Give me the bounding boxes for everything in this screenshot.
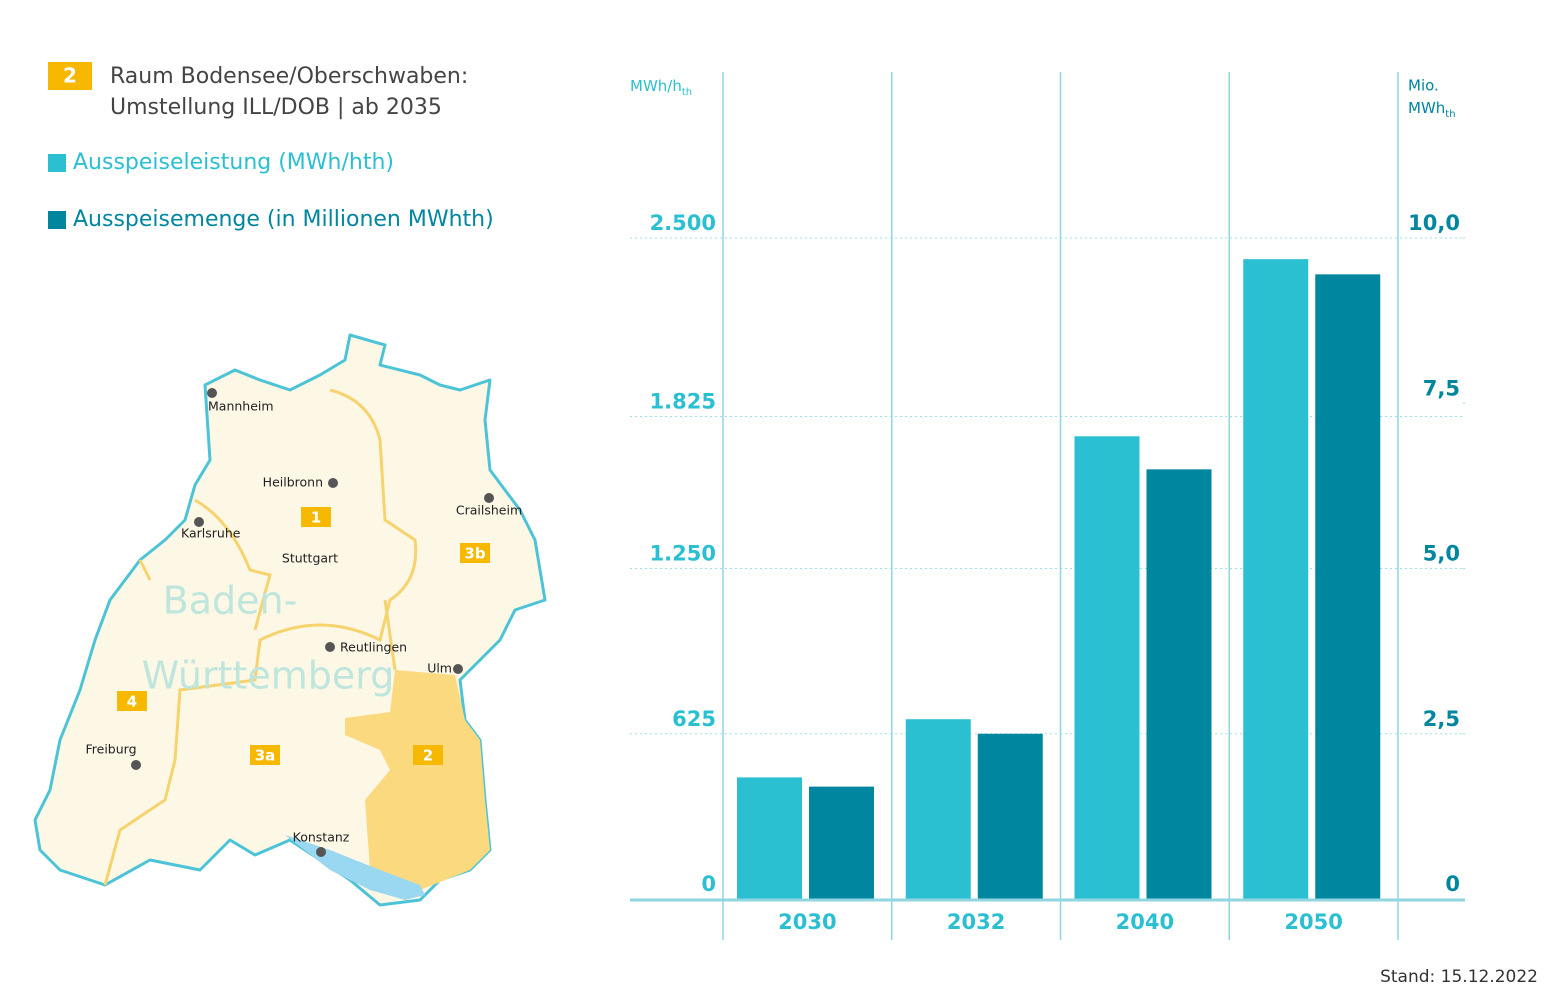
city-label: Karlsruhe: [181, 526, 241, 541]
badge-bg: [48, 62, 92, 90]
bar: [737, 777, 802, 899]
badge: 2: [63, 64, 77, 88]
city-dot: [328, 478, 338, 488]
city-label: Mannheim: [208, 399, 274, 414]
header: 2 Raum Bodensee/Oberschwaben: Umstellung…: [48, 62, 468, 120]
x-tick-label: 2050: [1284, 910, 1342, 934]
legend-swatch: [48, 211, 66, 229]
zone-2-area: [345, 670, 490, 890]
y2-axis-label: Mio.: [1408, 77, 1439, 95]
bar: [1146, 469, 1212, 899]
zone-badge: [413, 745, 443, 765]
y-tick-label: 625: [672, 707, 716, 731]
zone-label: 2: [423, 747, 433, 765]
y-axis-label-main: MWh/h: [630, 77, 682, 95]
y2-tick-label: 7,5: [1423, 376, 1460, 400]
y2-axis-label-sub: th: [1445, 109, 1455, 120]
city-dot: [325, 642, 335, 652]
y2-tick-label: 0: [1445, 872, 1460, 896]
zone-badge: [250, 745, 280, 765]
zone-badge: [301, 507, 331, 527]
bar: [1074, 436, 1140, 899]
city-label: Ulm: [427, 661, 452, 676]
y2-tick-label: 5,0: [1423, 542, 1460, 566]
title-line: Raum Bodensee/Oberschwaben:: [110, 64, 468, 89]
zone-label: 1: [311, 509, 321, 527]
bar: [977, 733, 1043, 899]
city-dot: [484, 493, 494, 503]
map: Mannheim Heilbronn Karlsruhe Stuttgart Crail…: [33, 333, 547, 907]
city-dot: [316, 847, 326, 857]
city-dot: [131, 760, 141, 770]
y-tick-label: 1.825: [650, 389, 716, 413]
y2-tick-label: 10,0: [1408, 211, 1460, 235]
zone-badge: [117, 691, 147, 711]
zone-badge: [460, 543, 490, 563]
x-tick-label: 2030: [778, 910, 836, 934]
zone-label: 3b: [464, 545, 485, 563]
zone-borders: [103, 388, 418, 886]
city-label: Freiburg: [85, 742, 136, 757]
bar: [809, 786, 874, 899]
bar: [905, 719, 971, 899]
footer: Stand: 15.12.2022: [1380, 967, 1538, 987]
y-tick-label: 1.250: [650, 542, 716, 566]
y2-axis-label: MWhth: [1408, 99, 1456, 121]
y-tick-label: 2.500: [650, 211, 716, 235]
y2-axis-label-main: MWh: [1408, 99, 1445, 117]
x-tick-label: 2032: [947, 910, 1005, 934]
region-label: Baden-: [163, 579, 298, 623]
chart: Ausspeiseleistung (MWh/hth) Ausspeisemeng…: [48, 72, 1465, 940]
y-tick-label: 0: [701, 872, 716, 896]
bar: [1243, 259, 1309, 900]
city-label: Reutlingen: [340, 640, 407, 655]
zone-label: 4: [127, 693, 137, 711]
y-axis-label-sub: th: [682, 87, 692, 98]
city-dot: [453, 664, 463, 674]
city-label: Konstanz: [293, 830, 350, 845]
city-label: Crailsheim: [456, 503, 522, 518]
title-line: Umstellung ILL/DOB | ab 2035: [110, 95, 442, 120]
city-label: Heilbronn: [263, 475, 323, 490]
x-tick-label: 2040: [1116, 910, 1174, 934]
y2-tick-label: 2,5: [1423, 707, 1460, 731]
y-axis-label: MWh/hth: [630, 77, 692, 99]
legend-label: Ausspeisemenge (in Millionen MWhth): [73, 207, 494, 232]
city-dot: [194, 517, 204, 527]
bar: [1315, 274, 1381, 900]
legend-label: Ausspeiseleistung (MWh/hth): [73, 150, 394, 175]
region-label: Württemberg: [142, 654, 395, 698]
city-label: Stuttgart: [282, 551, 338, 566]
zone-label: 3a: [255, 747, 276, 765]
legend-swatch: [48, 154, 66, 172]
city-dot: [207, 388, 217, 398]
